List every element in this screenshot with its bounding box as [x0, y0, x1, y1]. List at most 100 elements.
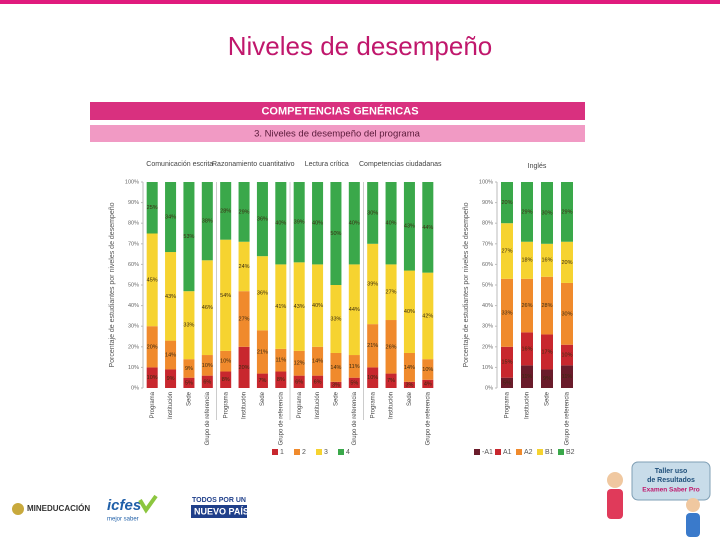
bar-segment: [238, 182, 250, 242]
bar-segment: [220, 350, 232, 372]
data-label: 6%: [314, 379, 322, 385]
y-tick-label: 90%: [482, 200, 493, 206]
bar-segment: [275, 182, 287, 265]
data-label: 14%: [404, 365, 415, 371]
bar-segment: [385, 373, 397, 388]
data-label: 39%: [367, 281, 378, 287]
bar-segment: [385, 264, 397, 321]
data-label: 16%: [541, 258, 552, 264]
y-tick-label: 50%: [482, 282, 493, 288]
data-label: 8%: [222, 377, 230, 383]
top-border: [0, 0, 720, 4]
data-label: 40%: [312, 221, 323, 227]
legend-label: A1: [503, 449, 512, 456]
data-label: 14%: [330, 365, 341, 371]
data-label: 43%: [294, 304, 305, 310]
data-label: 26%: [521, 303, 532, 309]
bar-segment: [293, 182, 305, 263]
legend-label: -A1: [482, 449, 493, 456]
y-tick-label: 100%: [479, 179, 493, 185]
data-label: 28%: [541, 303, 552, 309]
x-tick-label: Programa: [505, 391, 511, 418]
legend-swatch: [294, 449, 300, 455]
data-label: 17%: [541, 349, 552, 355]
data-label: 30%: [541, 210, 552, 216]
data-label: 24%: [239, 264, 250, 270]
data-label: 43%: [165, 294, 176, 300]
bar-segment: [521, 332, 533, 366]
data-label: 5%: [503, 380, 511, 386]
bar-segment: [501, 346, 513, 378]
y-tick-label: 10%: [482, 365, 493, 371]
data-label: 7%: [387, 378, 395, 384]
x-tick-label: Sede: [545, 391, 551, 406]
figure-body: [607, 489, 623, 519]
data-label: 20%: [561, 260, 572, 266]
data-label: 30%: [561, 311, 572, 317]
data-label: 29%: [521, 209, 532, 215]
bar-segment: [367, 324, 379, 368]
data-label: 25%: [147, 205, 158, 211]
bar-segment: [201, 260, 213, 356]
figure-head: [607, 472, 623, 488]
figure-body: [686, 513, 700, 537]
data-label: 53%: [183, 234, 194, 240]
bar-segment: [256, 256, 268, 331]
y-tick-label: 10%: [128, 365, 139, 371]
bar-segment: [521, 365, 533, 388]
legend-label: B1: [545, 449, 554, 456]
y-tick-label: 0%: [485, 385, 493, 391]
bar-segment: [256, 330, 268, 374]
bar-segment: [275, 264, 287, 349]
bar-segment: [146, 182, 158, 234]
data-label: 10%: [422, 367, 433, 373]
data-label: 40%: [386, 221, 397, 227]
x-tick-label: Sede: [334, 391, 340, 406]
bar-segment: [367, 182, 379, 244]
bar-segment: [521, 182, 533, 242]
y-tick-label: 90%: [128, 200, 139, 206]
data-label: 33%: [501, 310, 512, 316]
bar-segment: [146, 326, 158, 368]
data-label: 44%: [422, 225, 433, 231]
bar-segment: [385, 182, 397, 265]
bar-segment: [165, 182, 177, 253]
legend-swatch: [558, 449, 564, 455]
x-tick-label: Sede: [260, 391, 266, 406]
chart-title: Inglés: [528, 163, 547, 170]
bar-segment: [256, 373, 268, 388]
data-label: 11%: [349, 364, 360, 370]
bar-segment: [165, 252, 177, 341]
data-label: 3%: [332, 382, 340, 388]
bar-segment: [501, 377, 513, 388]
data-label: 11%: [562, 374, 573, 380]
legend-swatch: [516, 449, 522, 455]
bar-segment: [312, 346, 324, 376]
bar-segment: [312, 182, 324, 265]
pais-line1: TODOS POR UN: [192, 497, 246, 504]
x-tick-label: Grupo de referencia: [205, 391, 211, 445]
x-tick-label: Grupo de referencia: [278, 391, 284, 445]
icfes-check: [138, 494, 158, 514]
taller-line2: de Resultados: [647, 477, 695, 484]
pais-line2: NUEVO PAÍS: [194, 506, 249, 516]
bar-segment: [403, 270, 415, 353]
bar-segment: [385, 320, 397, 374]
taller-line1: Taller uso: [655, 468, 688, 475]
data-label: 45%: [147, 277, 158, 283]
header-title: COMPETENCIAS GENÉRICAS: [261, 104, 418, 117]
y-tick-label: 20%: [128, 344, 139, 350]
bar-segment: [541, 369, 553, 388]
data-label: 10%: [561, 352, 572, 358]
bar-segment: [330, 182, 342, 285]
data-label: 9%: [543, 376, 551, 382]
bar-segment: [330, 285, 342, 353]
bar-segment: [183, 377, 195, 388]
x-tick-label: Programa: [370, 391, 376, 418]
bar-segment: [220, 371, 232, 388]
x-tick-label: Institución: [168, 392, 174, 419]
data-label: 40%: [349, 221, 360, 227]
x-tick-label: Sede: [407, 391, 413, 406]
x-tick-label: Grupo de referencia: [425, 391, 431, 445]
y-tick-label: 40%: [482, 303, 493, 309]
